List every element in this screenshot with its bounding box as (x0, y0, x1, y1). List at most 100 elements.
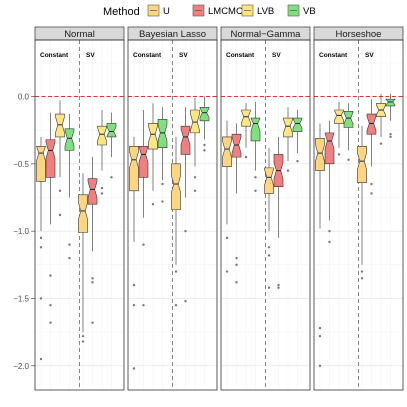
outlier-point (68, 243, 71, 246)
box (64, 128, 75, 151)
outlier-point (267, 286, 271, 289)
box (45, 139, 56, 178)
outlier-point (39, 236, 43, 240)
outlier-point (318, 326, 322, 330)
box (87, 178, 98, 205)
outlier-point (370, 182, 373, 186)
legend-title: Method (103, 6, 140, 18)
box (250, 117, 261, 142)
group-label-constant: Constant (133, 52, 162, 59)
outlier-point (39, 246, 43, 249)
legend-label-lmcmc: LMCMC (208, 6, 243, 17)
outlier-point (225, 270, 229, 273)
outlier-point (360, 277, 364, 280)
outlier-point (360, 270, 364, 273)
box (324, 132, 335, 165)
box (264, 167, 274, 194)
group-label-sv: SV (365, 52, 374, 59)
y-tick-label: −1.0 (13, 227, 29, 236)
box (334, 109, 344, 124)
legend-label-vb: VB (303, 6, 316, 17)
outlier-point (91, 277, 94, 280)
outlier-point (184, 299, 187, 303)
outlier-point (142, 243, 145, 246)
outlier-point (151, 203, 155, 206)
outlier-point (277, 286, 280, 289)
outlier-point (267, 246, 271, 249)
y-tick-label: −2.0 (13, 362, 29, 371)
outlier-point (328, 240, 331, 244)
facet-label: Horseshoe (336, 29, 382, 40)
box (97, 125, 107, 146)
outlier-point (337, 153, 341, 156)
outlier-point (296, 159, 299, 163)
box (157, 119, 168, 148)
box (55, 113, 65, 138)
box (222, 136, 232, 167)
outlier-point (193, 176, 197, 179)
panel-border (127, 39, 218, 391)
outlier-point (100, 192, 104, 195)
outlier-point (174, 270, 178, 273)
outlier-point (110, 176, 113, 179)
box (171, 163, 181, 210)
y-tick-label: 0.0 (18, 93, 30, 102)
outlier-point (49, 274, 52, 277)
box (366, 113, 377, 135)
box (148, 123, 158, 150)
box (180, 125, 191, 155)
box (357, 146, 367, 183)
box (106, 123, 117, 138)
outlier-point (244, 155, 248, 159)
outlier-point (235, 263, 238, 267)
outlier-point (100, 186, 104, 190)
group-label-constant: Constant (40, 52, 69, 59)
facet-label: Normal (64, 29, 95, 40)
outlier-point (318, 334, 322, 338)
outlier-point (39, 297, 43, 300)
outlier-point (142, 303, 145, 307)
outlier-point (286, 169, 290, 172)
group-label-sv: SV (86, 52, 95, 59)
outlier-point (132, 303, 136, 307)
outlier-point (379, 142, 383, 145)
outlier-point (389, 135, 392, 139)
outlier-point (49, 321, 52, 324)
group-label-constant: Constant (319, 52, 348, 59)
box (36, 146, 46, 182)
outlier-point (277, 283, 280, 287)
group-label-sv: SV (179, 52, 188, 59)
outlier-point (58, 189, 62, 192)
outlier-point (49, 303, 52, 307)
outlier-point (254, 189, 257, 192)
outlier-point (328, 229, 331, 233)
outlier-point (254, 176, 257, 179)
group-label-sv: SV (272, 52, 281, 59)
outlier-point (39, 357, 43, 361)
facet-label: Normal−Gamma (231, 29, 302, 40)
outlier-point (81, 340, 85, 343)
outlier-point (235, 256, 238, 260)
outlier-point (370, 192, 373, 195)
panel-border (34, 39, 125, 391)
outlier-point (203, 149, 206, 152)
box (292, 117, 303, 132)
outlier-point (161, 200, 164, 203)
y-tick-label: −0.5 (13, 160, 29, 169)
legend-label-lvb: LVB (257, 6, 274, 17)
box (241, 109, 251, 127)
box (78, 194, 88, 233)
outlier-point (347, 158, 350, 162)
outlier-point (184, 229, 187, 233)
outlier-point (235, 281, 238, 284)
box (190, 109, 200, 134)
outlier-point (193, 189, 197, 192)
outlier-point (81, 334, 85, 338)
outlier-point (267, 254, 271, 257)
outlier-point (161, 182, 164, 186)
outlier-point (203, 143, 206, 147)
box (129, 146, 139, 192)
box (315, 137, 325, 171)
legend-label-u: U (163, 6, 170, 17)
